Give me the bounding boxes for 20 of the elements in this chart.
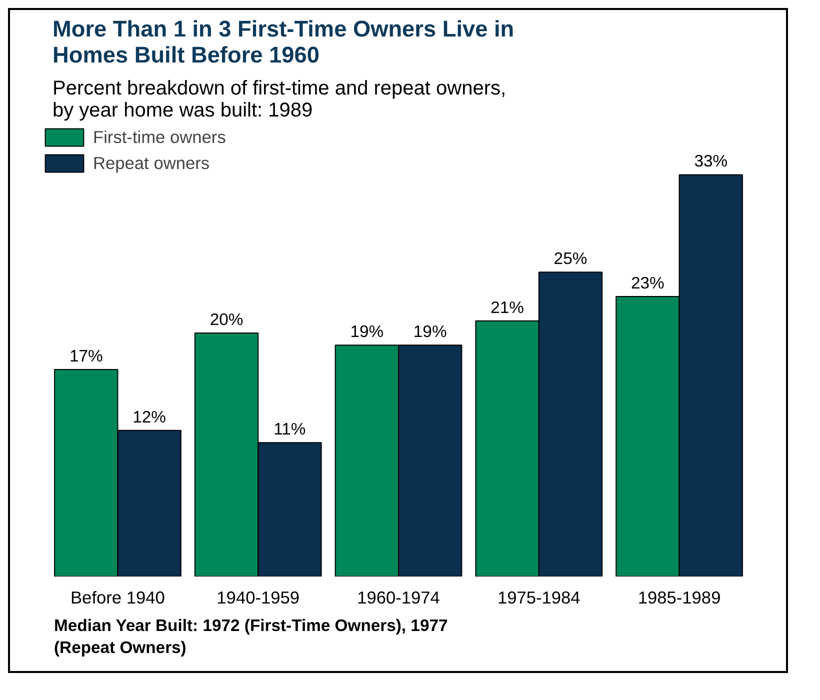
data-label: 33%	[694, 152, 728, 171]
legend-label: First-time owners	[93, 126, 226, 148]
x-tick-label: 1975-1984	[497, 588, 581, 608]
chart-subtitle: Percent breakdown of first-time and repeat owners, by year home was built: 1989	[52, 78, 506, 122]
data-label: 19%	[413, 322, 447, 342]
data-label: 20%	[210, 310, 244, 329]
data-label: 17%	[69, 346, 103, 366]
chart-title: More Than 1 in 3 First-Time Owners Live in Homes Built Before 1960	[52, 16, 514, 68]
x-tick-label: 1985-1989	[638, 588, 721, 608]
text: Median Year Built: 1972 (First-Time Owners), 1977 (Repeat Owners)	[54, 615, 449, 658]
data-label: 12%	[132, 407, 166, 426]
data-label: 11%	[274, 420, 306, 439]
data-label: 19%	[350, 322, 384, 342]
legend-label: Repeat owners	[93, 152, 210, 174]
x-tick-label: 1960-1974	[357, 588, 440, 608]
data-label: 23%	[631, 273, 665, 292]
data-label: 21%	[490, 298, 524, 317]
data-label: 25%	[554, 249, 588, 268]
x-tick-label: Before 1940	[70, 588, 165, 608]
x-tick-label: 1940-1959	[216, 588, 300, 608]
